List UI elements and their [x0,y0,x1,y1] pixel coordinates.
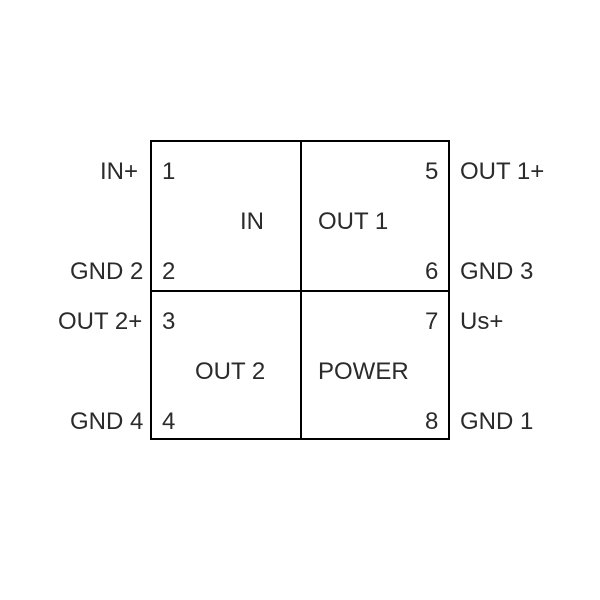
quadrant-label-in: IN [240,210,264,234]
pin-label-gnd3: GND 3 [460,260,533,284]
pin-number-8: 8 [425,410,438,434]
pin-label-in-plus: IN+ [100,160,138,184]
pinout-diagram: IN OUT 1 OUT 2 POWER 1 2 5 6 3 4 7 8 IN+… [0,0,600,600]
pin-number-7: 7 [425,310,438,334]
pin-number-1: 1 [162,160,175,184]
pin-label-out1-plus: OUT 1+ [460,160,544,184]
pin-number-5: 5 [425,160,438,184]
pin-label-out2-plus: OUT 2+ [58,310,142,334]
pin-number-3: 3 [162,310,175,334]
quadrant-label-power: POWER [318,360,409,384]
quadrant-label-out2: OUT 2 [195,360,265,384]
horizontal-divider [150,290,450,292]
pin-label-gnd4: GND 4 [70,410,143,434]
pin-label-gnd2: GND 2 [70,260,143,284]
quadrant-label-out1: OUT 1 [318,210,388,234]
pin-number-2: 2 [162,260,175,284]
pin-number-6: 6 [425,260,438,284]
pin-label-us-plus: Us+ [460,310,503,334]
pin-number-4: 4 [162,410,175,434]
pin-label-gnd1: GND 1 [460,410,533,434]
